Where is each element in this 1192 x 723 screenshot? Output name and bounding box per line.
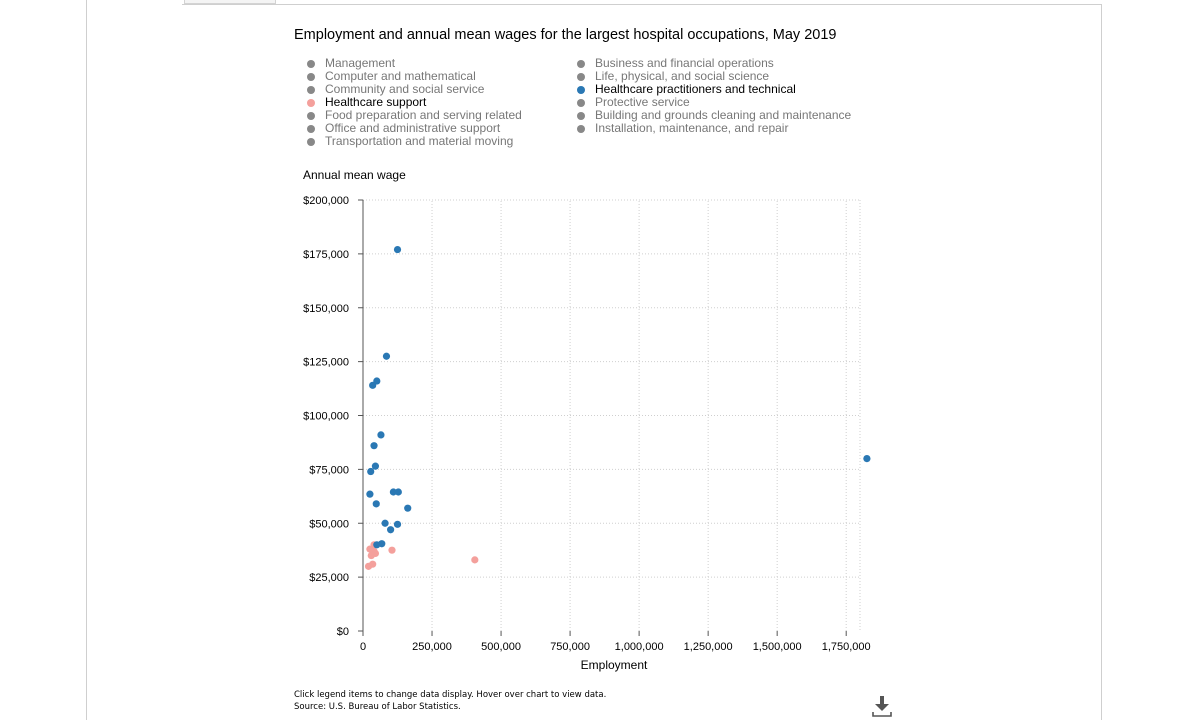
x-tick-label: 750,000 bbox=[550, 641, 590, 653]
data-point-healthcare-practitioners-and-technical[interactable] bbox=[389, 488, 397, 496]
data-point-healthcare-practitioners-and-technical[interactable] bbox=[863, 455, 871, 463]
legend-dot bbox=[307, 98, 315, 107]
legend-item-food-preparation-and-serving-related[interactable]: Food preparation and serving related bbox=[307, 109, 522, 122]
data-point-healthcare-practitioners-and-technical[interactable] bbox=[387, 526, 395, 534]
y-tick-label: $150,000 bbox=[303, 303, 349, 315]
y-tick-label: $125,000 bbox=[303, 357, 349, 369]
tick-labels: $0 $25,000 $50,000 $75,000 $100,000 $125,000 $… bbox=[303, 195, 871, 653]
legend-item-installation-maintenance-and-repair[interactable]: Installation, maintenance, and repair bbox=[577, 122, 851, 135]
data-point-healthcare-support[interactable] bbox=[471, 556, 479, 564]
data-point-healthcare-practitioners-and-technical[interactable] bbox=[373, 541, 381, 549]
data-point-healthcare-practitioners-and-technical[interactable] bbox=[394, 488, 402, 496]
legend-item-computer-and-mathematical[interactable]: Computer and mathematical bbox=[307, 70, 522, 83]
legend-column-2: Business and financial operations Life, p… bbox=[577, 57, 851, 135]
y-tick-label: $75,000 bbox=[309, 464, 349, 476]
legend-label: Office and administrative support bbox=[325, 121, 501, 135]
x-tick-label: 250,000 bbox=[412, 641, 452, 653]
data-point-healthcare-practitioners-and-technical[interactable] bbox=[393, 245, 402, 254]
data-point-healthcare-practitioners-and-technical[interactable] bbox=[371, 462, 380, 470]
legend-dot bbox=[307, 137, 315, 146]
legend-item-healthcare-practitioners-and-technical[interactable]: Healthcare practitioners and technical bbox=[577, 83, 851, 96]
legend-item-office-and-administrative-support[interactable]: Office and administrative support bbox=[307, 122, 522, 135]
y-tick-label: $50,000 bbox=[309, 518, 349, 530]
legend-item-transportation-and-material-moving[interactable]: Transportation and material moving bbox=[307, 135, 522, 148]
legend-dot bbox=[307, 124, 315, 133]
download-button[interactable] bbox=[871, 694, 893, 718]
frame-right-border bbox=[1101, 4, 1102, 720]
legend-label: Protective service bbox=[595, 95, 690, 109]
x-axis-label: Employment bbox=[581, 658, 648, 672]
legend-label: Management bbox=[325, 56, 396, 70]
legend-label: Healthcare support bbox=[325, 95, 427, 109]
legend-item-protective-service[interactable]: Protective service bbox=[577, 96, 851, 109]
legend-label: Transportation and material moving bbox=[325, 134, 514, 148]
data-point-healthcare-practitioners-and-technical[interactable] bbox=[404, 504, 412, 512]
chart-note: Click legend items to change data displa… bbox=[294, 689, 606, 713]
legend-label: Business and financial operations bbox=[595, 56, 774, 70]
legend-dot bbox=[307, 59, 315, 68]
legend-dot bbox=[577, 98, 585, 107]
data-point-healthcare-practitioners-and-technical[interactable] bbox=[381, 519, 389, 527]
data-point-healthcare-practitioners-and-technical[interactable] bbox=[367, 467, 375, 476]
legend-label: Computer and mathematical bbox=[325, 69, 476, 83]
note-instructions: Click legend items to change data displa… bbox=[294, 690, 607, 700]
legend-item-building-and-grounds-cleaning-and-maintenance[interactable]: Building and grounds cleaning and mainte… bbox=[577, 109, 851, 122]
data-point-healthcare-practitioners-and-technical[interactable] bbox=[370, 442, 378, 450]
legend-dot bbox=[577, 85, 585, 94]
data-point-healthcare-support[interactable] bbox=[388, 546, 396, 554]
data-point-healthcare-practitioners-and-technical[interactable] bbox=[372, 500, 380, 508]
legend-column-1: Management Computer and mathematical Commu… bbox=[307, 57, 522, 148]
data-point-healthcare-practitioners-and-technical[interactable] bbox=[369, 381, 377, 389]
legend-dot bbox=[307, 85, 315, 94]
data-point-healthcare-practitioners-and-technical[interactable] bbox=[377, 431, 385, 439]
download-icon bbox=[872, 696, 892, 717]
note-source: Source: U.S. Bureau of Labor Statistics. bbox=[294, 702, 461, 712]
x-tick-label: 1,750,000 bbox=[822, 641, 871, 653]
legend-label: Building and grounds cleaning and mainte… bbox=[595, 108, 852, 122]
x-tick-label: 0 bbox=[360, 641, 366, 653]
x-tick-label: 1,000,000 bbox=[615, 641, 664, 653]
x-tick-label: 500,000 bbox=[481, 641, 521, 653]
legend-item-business-and-financial-operations[interactable]: Business and financial operations bbox=[577, 57, 851, 70]
axes bbox=[358, 199, 847, 636]
x-tick-label: 1,500,000 bbox=[753, 641, 802, 653]
frame-top-border bbox=[182, 4, 1102, 5]
data-point-healthcare-practitioners-and-technical[interactable] bbox=[382, 352, 391, 360]
tab-stub[interactable] bbox=[184, 0, 276, 4]
legend-item-healthcare-support[interactable]: Healthcare support bbox=[307, 96, 522, 109]
data-point-healthcare-support[interactable] bbox=[369, 560, 377, 568]
legend-label: Installation, maintenance, and repair bbox=[595, 121, 789, 135]
x-tick-label: 1,250,000 bbox=[684, 641, 733, 653]
y-tick-label: $25,000 bbox=[309, 572, 349, 584]
legend-dot bbox=[307, 111, 315, 120]
grid-lines bbox=[363, 199, 861, 631]
data-points[interactable] bbox=[364, 245, 871, 570]
legend-dot bbox=[577, 59, 585, 68]
legend-label: Life, physical, and social science bbox=[595, 69, 770, 83]
legend-label: Community and social service bbox=[325, 82, 485, 96]
legend-item-management[interactable]: Management bbox=[307, 57, 522, 70]
legend-item-life-physical-and-social-science[interactable]: Life, physical, and social science bbox=[577, 70, 851, 83]
y-tick-label: $200,000 bbox=[303, 195, 349, 207]
y-axis-label: Annual mean wage bbox=[303, 168, 406, 182]
data-point-healthcare-practitioners-and-technical[interactable] bbox=[393, 520, 402, 528]
legend-dot bbox=[577, 124, 585, 133]
legend-label: Food preparation and serving related bbox=[325, 108, 522, 122]
data-point-healthcare-practitioners-and-technical[interactable] bbox=[366, 490, 374, 498]
frame-left-border bbox=[86, 0, 87, 720]
legend-dot bbox=[577, 111, 585, 120]
legend-item-community-and-social-service[interactable]: Community and social service bbox=[307, 83, 522, 96]
chart-title: Employment and annual mean wages for the… bbox=[294, 27, 837, 43]
legend-dot bbox=[577, 72, 585, 81]
y-tick-label: $0 bbox=[337, 626, 349, 638]
y-tick-label: $175,000 bbox=[303, 249, 349, 261]
y-tick-label: $100,000 bbox=[303, 411, 349, 423]
data-point-healthcare-support[interactable] bbox=[371, 549, 380, 558]
legend-dot bbox=[307, 72, 315, 81]
legend-label: Healthcare practitioners and technical bbox=[595, 82, 796, 96]
